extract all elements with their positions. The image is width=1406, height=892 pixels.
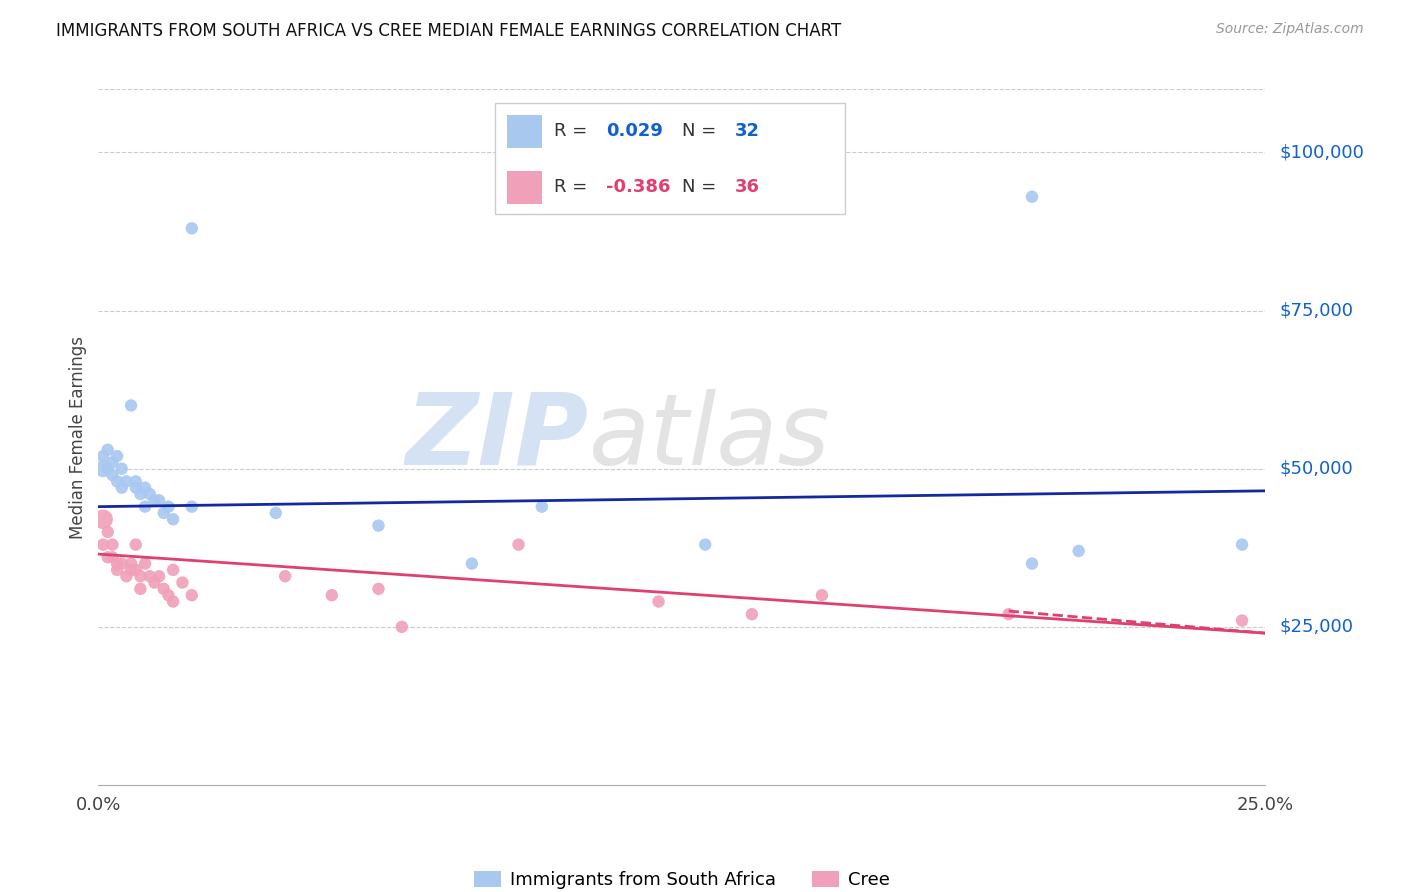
Point <box>148 569 170 583</box>
Point <box>695 538 717 552</box>
Point <box>125 563 148 577</box>
Point <box>111 481 134 495</box>
Point <box>125 475 148 489</box>
Point <box>101 538 124 552</box>
Text: R =: R = <box>554 178 592 195</box>
Point <box>129 569 152 583</box>
Point <box>148 493 170 508</box>
Point <box>105 557 128 571</box>
FancyBboxPatch shape <box>508 115 541 148</box>
Point <box>105 563 128 577</box>
Text: ZIP: ZIP <box>405 389 589 485</box>
Point <box>125 481 148 495</box>
Point <box>111 557 134 571</box>
Point <box>647 594 669 608</box>
Point <box>125 538 148 552</box>
Point <box>143 493 166 508</box>
Point <box>162 512 184 526</box>
Point <box>91 461 114 475</box>
Point <box>105 475 128 489</box>
Point <box>162 594 184 608</box>
Point <box>91 538 114 552</box>
Point <box>367 518 389 533</box>
Point <box>508 538 530 552</box>
FancyBboxPatch shape <box>508 170 541 204</box>
Point <box>274 569 297 583</box>
Point <box>120 557 142 571</box>
Point <box>152 582 174 596</box>
Point <box>321 588 343 602</box>
Point <box>461 557 484 571</box>
Text: IMMIGRANTS FROM SOUTH AFRICA VS CREE MEDIAN FEMALE EARNINGS CORRELATION CHART: IMMIGRANTS FROM SOUTH AFRICA VS CREE MED… <box>56 22 841 40</box>
Legend: Immigrants from South Africa, Cree: Immigrants from South Africa, Cree <box>467 863 897 892</box>
Text: 0.029: 0.029 <box>606 122 664 140</box>
Point <box>129 487 152 501</box>
Point <box>157 500 180 514</box>
Point <box>101 550 124 565</box>
Text: $100,000: $100,000 <box>1279 144 1364 161</box>
Point <box>134 481 156 495</box>
Text: atlas: atlas <box>589 389 830 485</box>
Point <box>111 461 134 475</box>
Point <box>139 487 162 501</box>
Point <box>180 500 202 514</box>
Text: N =: N = <box>682 122 721 140</box>
Point <box>1230 538 1253 552</box>
Point <box>91 512 114 526</box>
Point <box>1230 614 1253 628</box>
Text: Source: ZipAtlas.com: Source: ZipAtlas.com <box>1216 22 1364 37</box>
Text: 36: 36 <box>734 178 759 195</box>
Point <box>152 506 174 520</box>
Point <box>143 575 166 590</box>
Point <box>91 449 114 463</box>
FancyBboxPatch shape <box>495 103 845 214</box>
Point <box>997 607 1019 622</box>
Point <box>1067 544 1090 558</box>
Point <box>1021 190 1043 204</box>
Point <box>1021 557 1043 571</box>
Point <box>172 575 194 590</box>
Point <box>105 449 128 463</box>
Point <box>157 588 180 602</box>
Point <box>139 569 162 583</box>
Point <box>97 461 120 475</box>
Point <box>134 557 156 571</box>
Point <box>134 500 156 514</box>
Point <box>97 442 120 457</box>
Point <box>101 468 124 483</box>
Text: $75,000: $75,000 <box>1279 301 1354 319</box>
Point <box>129 582 152 596</box>
Text: 32: 32 <box>734 122 759 140</box>
Point <box>115 475 138 489</box>
Point <box>391 620 413 634</box>
Point <box>264 506 287 520</box>
Text: $25,000: $25,000 <box>1279 618 1354 636</box>
Text: -0.386: -0.386 <box>606 178 671 195</box>
Point <box>741 607 763 622</box>
Point <box>120 399 142 413</box>
Point <box>115 569 138 583</box>
Point <box>101 455 124 469</box>
Point <box>180 221 202 235</box>
Point <box>530 500 553 514</box>
Point <box>97 550 120 565</box>
Point <box>97 524 120 539</box>
Point <box>811 588 834 602</box>
Text: N =: N = <box>682 178 721 195</box>
Text: R =: R = <box>554 122 592 140</box>
Point <box>162 563 184 577</box>
Y-axis label: Median Female Earnings: Median Female Earnings <box>69 335 87 539</box>
Point <box>120 563 142 577</box>
Point <box>180 588 202 602</box>
Point <box>367 582 389 596</box>
Text: $50,000: $50,000 <box>1279 459 1353 478</box>
